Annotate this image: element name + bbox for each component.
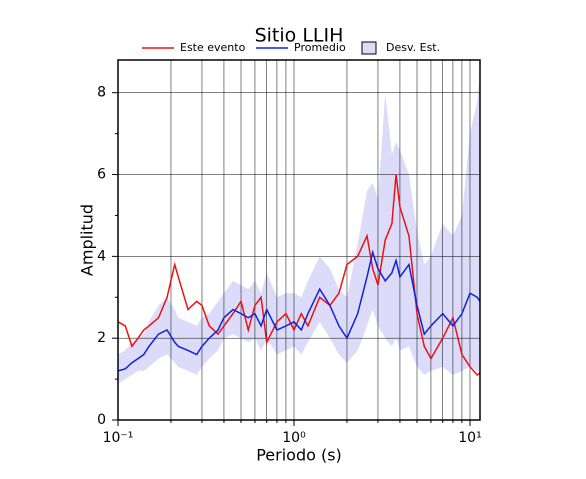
chart-title: Sitio LLIH	[255, 25, 344, 47]
y-tick-label: 6	[97, 167, 106, 183]
std-band	[118, 72, 480, 384]
x-tick-label: 10¹	[458, 430, 481, 446]
legend-swatch	[361, 41, 377, 55]
y-tick-label: 0	[97, 412, 106, 428]
series-line	[117, 249, 481, 372]
legend-label: Desv. Est.	[386, 41, 440, 54]
plot-frame	[117, 59, 481, 421]
x-tick-label: 10⁰	[282, 430, 306, 446]
legend-label: Este evento	[180, 41, 246, 54]
x-axis-label: Periodo (s)	[256, 446, 342, 465]
y-tick-label: 4	[97, 248, 106, 264]
y-tick-label: 2	[97, 330, 106, 346]
series-line	[117, 174, 481, 377]
y-tick-label: 8	[97, 85, 106, 101]
x-tick-label: 10⁻¹	[103, 430, 134, 446]
y-axis-label: Amplitud	[78, 204, 97, 276]
legend-label: Promedio	[294, 41, 346, 54]
